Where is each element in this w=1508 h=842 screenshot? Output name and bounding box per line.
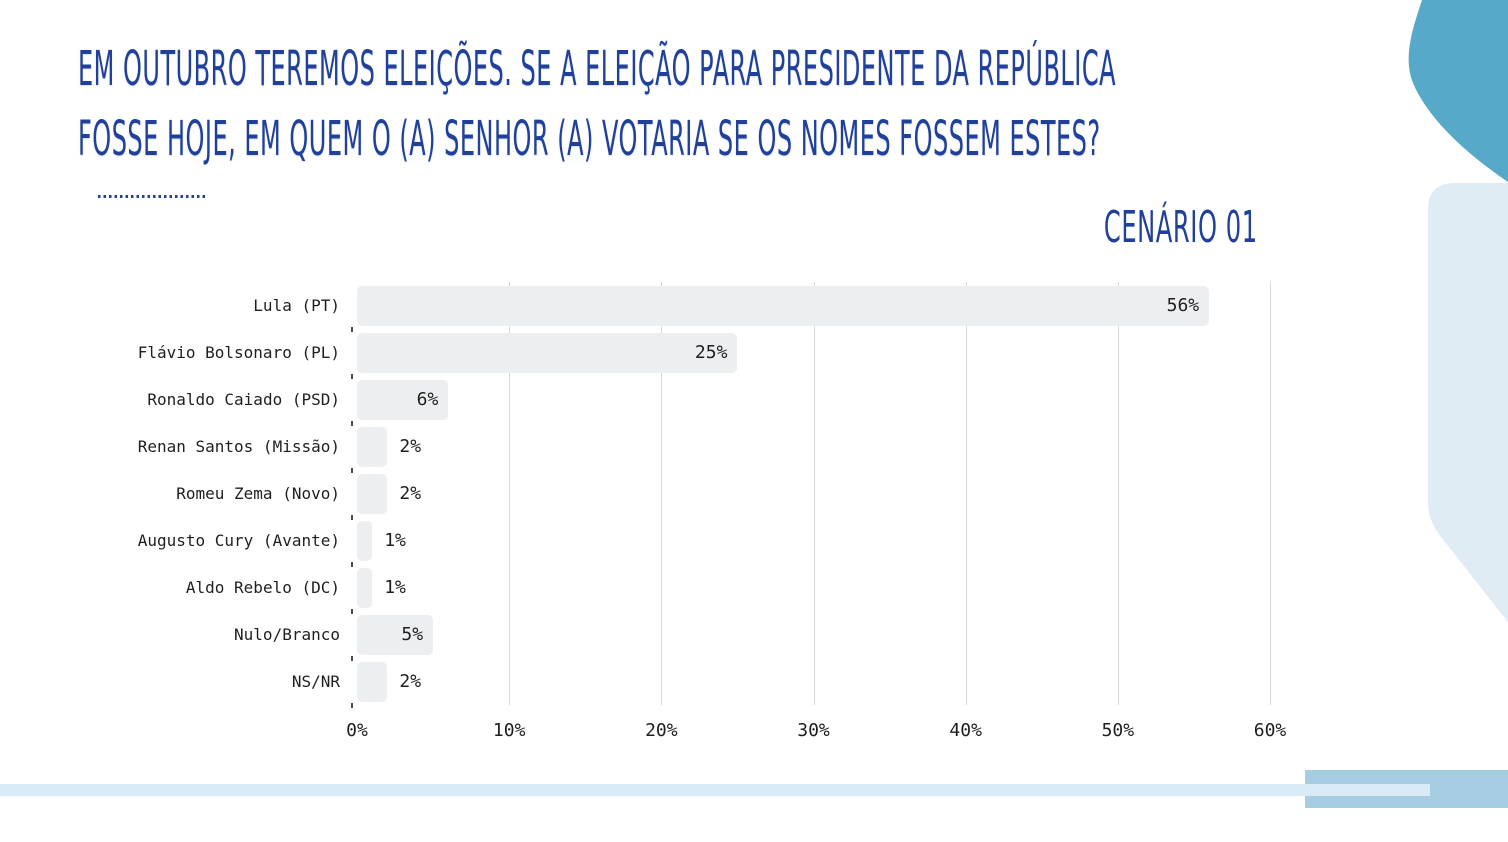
bar bbox=[357, 473, 388, 514]
value-label: 1% bbox=[384, 577, 406, 598]
x-axis-label: 50% bbox=[1101, 720, 1135, 741]
x-axis-label: 30% bbox=[797, 720, 830, 741]
category-label: Nulo/Branco bbox=[234, 625, 340, 644]
scenario-label: CENÁRIO 01 bbox=[1104, 202, 1258, 253]
title-line-2: FOSSE HOJE, EM QUEM O (A) SENHOR (A) VOT… bbox=[78, 111, 1101, 167]
bar bbox=[357, 332, 738, 373]
category-label: Ronaldo Caiado (PSD) bbox=[147, 390, 340, 409]
y-axis-tick bbox=[351, 562, 353, 567]
bar bbox=[357, 567, 373, 608]
bottom-right-rect bbox=[1305, 770, 1508, 808]
y-axis-tick bbox=[351, 515, 353, 520]
category-label: Renan Santos (Missão) bbox=[137, 437, 340, 456]
x-axis-label: 40% bbox=[949, 720, 982, 741]
plot-area: Lula (PT) 56% Flávio Bolsonaro (PL) 25% Rona… bbox=[138, 282, 1286, 741]
gridline bbox=[965, 282, 967, 705]
y-axis-tick bbox=[351, 703, 353, 708]
y-axis-tick bbox=[351, 421, 353, 426]
gridline bbox=[1270, 282, 1271, 705]
value-label: 1% bbox=[384, 530, 406, 551]
bar bbox=[357, 661, 388, 702]
x-axis-label: 60% bbox=[1253, 720, 1287, 741]
y-axis-tick bbox=[351, 656, 353, 661]
title-line-1: EM OUTUBRO TEREMOS ELEIÇÕES. SE A ELEIÇÃ… bbox=[78, 41, 1117, 97]
light-blue-edge-blob bbox=[1428, 183, 1508, 622]
category-label: Flávio Bolsonaro (PL) bbox=[137, 343, 340, 362]
value-label: 2% bbox=[399, 436, 422, 457]
gridline bbox=[509, 282, 511, 705]
dotted-divider bbox=[98, 195, 206, 198]
bar bbox=[357, 614, 434, 655]
y-axis-tick bbox=[351, 609, 353, 614]
value-label: 2% bbox=[399, 671, 422, 692]
bar bbox=[357, 426, 388, 467]
category-label: Romeu Zema (Novo) bbox=[176, 484, 340, 503]
gridline bbox=[661, 282, 663, 705]
x-axis-label: 10% bbox=[492, 720, 526, 741]
value-label: 5% bbox=[401, 624, 424, 645]
value-label: 25% bbox=[694, 342, 728, 363]
gridline bbox=[813, 282, 815, 705]
y-axis-tick bbox=[351, 374, 353, 379]
slide-title: EM OUTUBRO TEREMOS ELEIÇÕES. SE A ELEIÇÃ… bbox=[78, 34, 1478, 174]
value-label: 2% bbox=[399, 483, 422, 504]
y-axis-tick bbox=[351, 468, 353, 473]
category-label: Augusto Cury (Avante) bbox=[137, 531, 340, 550]
category-label: Lula (PT) bbox=[253, 296, 340, 315]
x-axis-label: 0% bbox=[346, 720, 368, 741]
y-axis-tick bbox=[351, 327, 353, 332]
bar bbox=[357, 520, 373, 561]
category-label: NS/NR bbox=[291, 672, 340, 691]
bar bbox=[357, 285, 1210, 326]
x-axis-label: 20% bbox=[645, 720, 678, 741]
gridline bbox=[1117, 282, 1119, 705]
bar bbox=[357, 379, 449, 420]
value-label: 56% bbox=[1166, 295, 1200, 316]
bottom-band bbox=[0, 784, 1430, 796]
category-label: Aldo Rebelo (DC) bbox=[185, 578, 340, 597]
value-label: 6% bbox=[416, 389, 439, 410]
